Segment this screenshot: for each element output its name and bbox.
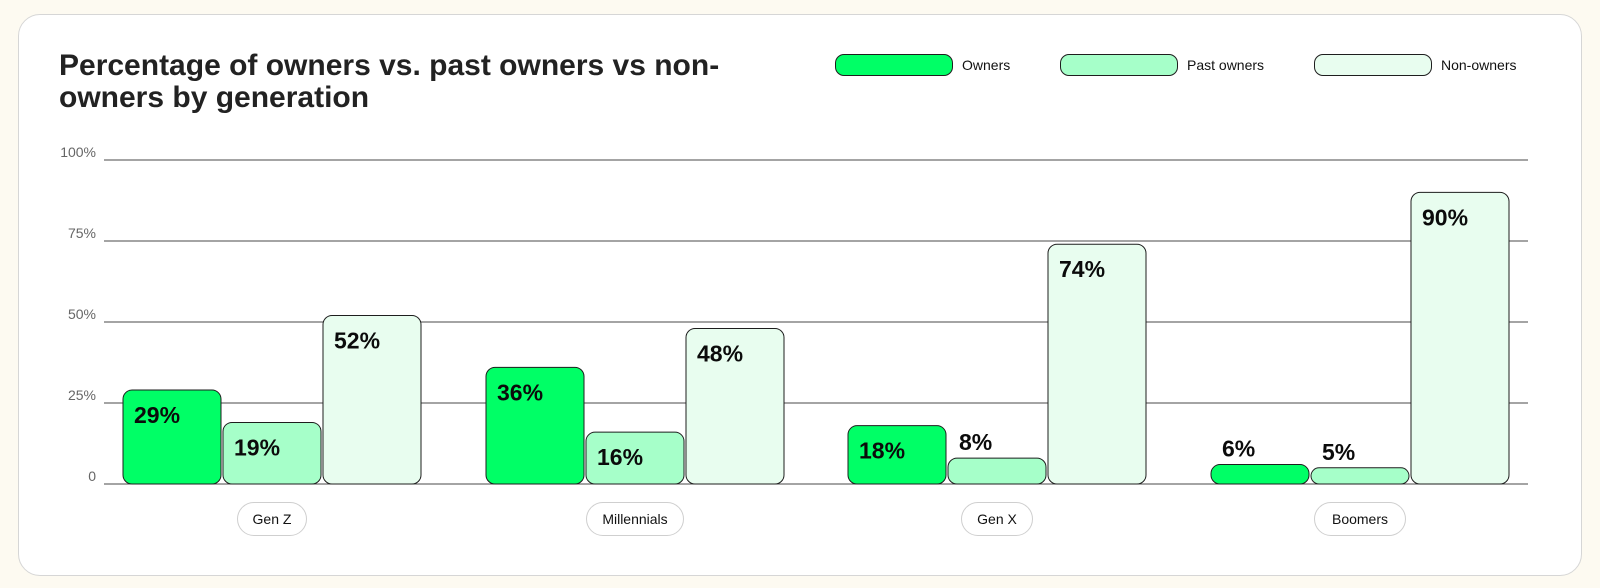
legend-swatch-non-owners: [1314, 54, 1432, 76]
bar-past-owners-millennials: [585, 431, 685, 485]
data-label-owners-gen-z: 29%: [134, 402, 180, 428]
legend-label-past-owners: Past owners: [1187, 57, 1265, 73]
data-label-past-owners-gen-x: 8%: [959, 429, 992, 455]
chart-legend: Owners Past owners Non-owners: [0, 54, 1600, 78]
bar-owners-gen-z: [122, 389, 222, 485]
legend-label-owners: Owners: [962, 57, 1011, 73]
bar-owners-gen-x: [847, 425, 947, 485]
bar-past-owners-boomers: [1310, 467, 1410, 485]
legend-label-non-owners: Non-owners: [1441, 57, 1517, 73]
y-tick-label-50: 50%: [68, 306, 96, 322]
data-label-past-owners-millennials: 16%: [597, 444, 643, 470]
bar-owners-millennials: [485, 366, 585, 485]
data-label-non-owners-gen-z: 52%: [334, 328, 380, 354]
y-tick-label-0: 0: [88, 468, 96, 484]
bar-non-owners-millennials: [685, 327, 785, 485]
category-label-boomers: Boomers: [1314, 502, 1406, 536]
bar-non-owners-gen-z: [322, 315, 422, 485]
y-tick-label-100: 100%: [60, 144, 96, 160]
data-label-non-owners-gen-x: 74%: [1059, 256, 1105, 282]
data-label-owners-boomers: 6%: [1222, 436, 1255, 462]
bar-owners-boomers: [1210, 464, 1310, 485]
bar-non-owners-gen-x: [1047, 243, 1147, 485]
legend-swatch-past-owners: [1060, 54, 1178, 76]
y-tick-label-75: 75%: [68, 225, 96, 241]
y-tick-label-25: 25%: [68, 387, 96, 403]
category-label-gen-z: Gen Z: [237, 502, 307, 536]
category-label-gen-x: Gen X: [961, 502, 1033, 536]
data-label-non-owners-millennials: 48%: [697, 340, 743, 366]
bar-past-owners-gen-x: [947, 457, 1047, 485]
legend-swatch-owners: [835, 54, 953, 76]
data-label-non-owners-boomers: 90%: [1422, 204, 1468, 230]
data-label-owners-millennials: 36%: [497, 379, 543, 405]
bar-past-owners-gen-z: [222, 421, 322, 485]
bar-non-owners-boomers: [1410, 191, 1510, 485]
chart-title: Percentage of owners vs. past owners vs …: [59, 49, 720, 114]
data-label-past-owners-boomers: 5%: [1322, 439, 1355, 465]
data-label-past-owners-gen-z: 19%: [234, 434, 280, 460]
category-label-millennials: Millennials: [586, 502, 684, 536]
data-label-owners-gen-x: 18%: [859, 438, 905, 464]
